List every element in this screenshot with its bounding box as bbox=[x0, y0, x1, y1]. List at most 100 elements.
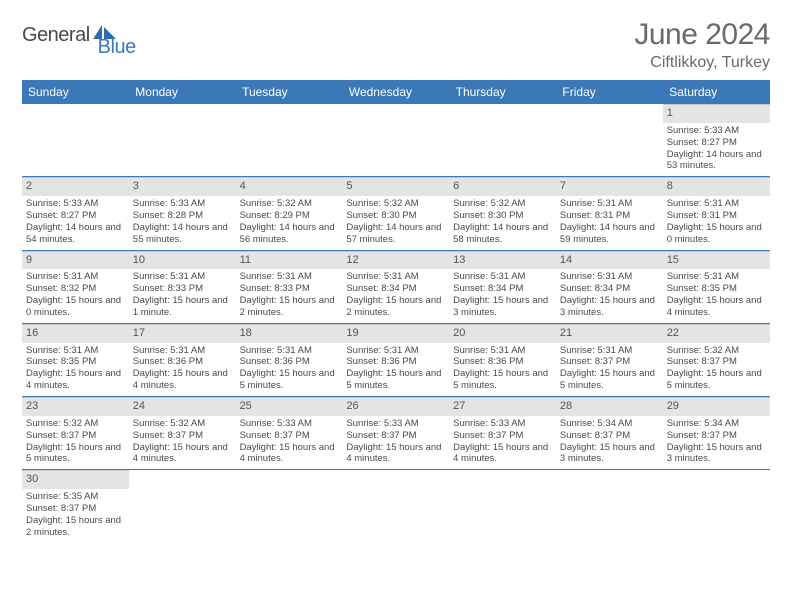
day-details: Sunrise: 5:32 AMSunset: 8:29 PMDaylight:… bbox=[240, 198, 339, 246]
day-cell: 6Sunrise: 5:32 AMSunset: 8:30 PMDaylight… bbox=[449, 177, 556, 250]
day-details: Sunrise: 5:32 AMSunset: 8:37 PMDaylight:… bbox=[133, 418, 232, 466]
day-cell: 9Sunrise: 5:31 AMSunset: 8:32 PMDaylight… bbox=[22, 250, 129, 323]
day-cell: 21 Sunrise: 5:31 AMSunset: 8:37 PMDayligh… bbox=[556, 323, 663, 396]
title-block: June 2024 Ciftlikkoy, Turkey bbox=[634, 18, 770, 72]
day-details: Sunrise: 5:33 AMSunset: 8:37 PMDaylight:… bbox=[240, 418, 339, 466]
day-header: Monday bbox=[129, 80, 236, 104]
day-details: Sunrise: 5:31 AMSunset: 8:33 PMDaylight:… bbox=[240, 271, 339, 319]
day-number: 3 bbox=[129, 177, 236, 196]
week-row: 30Sunrise: 5:35 AMSunset: 8:37 PMDayligh… bbox=[22, 470, 770, 543]
day-header: Sunday bbox=[22, 80, 129, 104]
day-cell: 29 Sunrise: 5:34 AMSunset: 8:37 PMDayligh… bbox=[663, 397, 770, 470]
day-number: 12 bbox=[342, 251, 449, 270]
day-number: 8 bbox=[663, 177, 770, 196]
day-cell: 17 Sunrise: 5:31 AMSunset: 8:36 PMDayligh… bbox=[129, 323, 236, 396]
day-number: 26 bbox=[342, 397, 449, 416]
week-row: 23Sunrise: 5:32 AMSunset: 8:37 PMDayligh… bbox=[22, 397, 770, 470]
day-cell: 13Sunrise: 5:31 AMSunset: 8:34 PMDayligh… bbox=[449, 250, 556, 323]
day-header: Friday bbox=[556, 80, 663, 104]
day-cell: 25 Sunrise: 5:33 AMSunset: 8:37 PMDayligh… bbox=[236, 397, 343, 470]
day-cell: 12Sunrise: 5:31 AMSunset: 8:34 PMDayligh… bbox=[342, 250, 449, 323]
day-details: Sunrise: 5:34 AMSunset: 8:37 PMDaylight:… bbox=[560, 418, 659, 466]
day-number: 10 bbox=[129, 251, 236, 270]
day-number: 11 bbox=[236, 251, 343, 270]
day-cell: 18 Sunrise: 5:31 AMSunset: 8:36 PMDayligh… bbox=[236, 323, 343, 396]
day-cell bbox=[129, 470, 236, 543]
day-details: Sunrise: 5:31 AMSunset: 8:31 PMDaylight:… bbox=[667, 198, 766, 246]
day-cell: 20Sunrise: 5:31 AMSunset: 8:36 PMDayligh… bbox=[449, 323, 556, 396]
day-number: 17 bbox=[129, 324, 236, 343]
day-cell bbox=[236, 470, 343, 543]
day-details: Sunrise: 5:33 AMSunset: 8:37 PMDaylight:… bbox=[346, 418, 445, 466]
day-details: Sunrise: 5:33 AMSunset: 8:27 PMDaylight:… bbox=[26, 198, 125, 246]
day-details: Sunrise: 5:31 AMSunset: 8:36 PMDaylight:… bbox=[453, 345, 552, 393]
calendar-body: 1 Sunrise: 5:33 AMSunset: 8:27 PMDaylight… bbox=[22, 104, 770, 543]
day-number: 1 bbox=[663, 104, 770, 123]
day-details: Sunrise: 5:31 AMSunset: 8:36 PMDaylight:… bbox=[240, 345, 339, 393]
day-cell: 16 Sunrise: 5:31 AMSunset: 8:35 PMDayligh… bbox=[22, 323, 129, 396]
day-number: 24 bbox=[129, 397, 236, 416]
day-header: Saturday bbox=[663, 80, 770, 104]
day-details: Sunrise: 5:31 AMSunset: 8:36 PMDaylight:… bbox=[133, 345, 232, 393]
day-cell: 5Sunrise: 5:32 AMSunset: 8:30 PMDaylight… bbox=[342, 177, 449, 250]
day-number: 14 bbox=[556, 251, 663, 270]
day-cell bbox=[236, 104, 343, 177]
day-cell bbox=[449, 104, 556, 177]
day-number: 16 bbox=[22, 324, 129, 343]
day-details: Sunrise: 5:33 AMSunset: 8:27 PMDaylight:… bbox=[667, 125, 766, 173]
day-number: 7 bbox=[556, 177, 663, 196]
day-number: 18 bbox=[236, 324, 343, 343]
day-details: Sunrise: 5:32 AMSunset: 8:30 PMDaylight:… bbox=[453, 198, 552, 246]
day-header-row: Sunday Monday Tuesday Wednesday Thursday… bbox=[22, 80, 770, 104]
day-details: Sunrise: 5:31 AMSunset: 8:31 PMDaylight:… bbox=[560, 198, 659, 246]
day-cell: 30Sunrise: 5:35 AMSunset: 8:37 PMDayligh… bbox=[22, 470, 129, 543]
week-row: 1 Sunrise: 5:33 AMSunset: 8:27 PMDaylight… bbox=[22, 104, 770, 177]
day-details: Sunrise: 5:31 AMSunset: 8:34 PMDaylight:… bbox=[453, 271, 552, 319]
day-cell bbox=[342, 104, 449, 177]
day-cell: 10Sunrise: 5:31 AMSunset: 8:33 PMDayligh… bbox=[129, 250, 236, 323]
day-number: 23 bbox=[22, 397, 129, 416]
day-number: 4 bbox=[236, 177, 343, 196]
day-cell: 27 Sunrise: 5:33 AMSunset: 8:37 PMDayligh… bbox=[449, 397, 556, 470]
day-number: 25 bbox=[236, 397, 343, 416]
day-number: 5 bbox=[342, 177, 449, 196]
day-cell bbox=[663, 470, 770, 543]
header-row: General Blue June 2024 Ciftlikkoy, Turke… bbox=[22, 18, 770, 72]
day-details: Sunrise: 5:32 AMSunset: 8:37 PMDaylight:… bbox=[667, 345, 766, 393]
day-cell: 22 Sunrise: 5:32 AMSunset: 8:37 PMDayligh… bbox=[663, 323, 770, 396]
day-number: 21 bbox=[556, 324, 663, 343]
day-details: Sunrise: 5:31 AMSunset: 8:35 PMDaylight:… bbox=[26, 345, 125, 393]
brand-logo: General Blue bbox=[22, 24, 136, 47]
day-details: Sunrise: 5:33 AMSunset: 8:28 PMDaylight:… bbox=[133, 198, 232, 246]
day-cell: 24 Sunrise: 5:32 AMSunset: 8:37 PMDayligh… bbox=[129, 397, 236, 470]
day-cell: 1 Sunrise: 5:33 AMSunset: 8:27 PMDaylight… bbox=[663, 104, 770, 177]
day-cell bbox=[556, 470, 663, 543]
day-cell: 19Sunrise: 5:31 AMSunset: 8:36 PMDayligh… bbox=[342, 323, 449, 396]
day-cell: 15Sunrise: 5:31 AMSunset: 8:35 PMDayligh… bbox=[663, 250, 770, 323]
day-number: 30 bbox=[22, 470, 129, 489]
day-cell bbox=[556, 104, 663, 177]
day-cell: 23 Sunrise: 5:32 AMSunset: 8:37 PMDayligh… bbox=[22, 397, 129, 470]
day-details: Sunrise: 5:31 AMSunset: 8:32 PMDaylight:… bbox=[26, 271, 125, 319]
day-number: 15 bbox=[663, 251, 770, 270]
month-title: June 2024 bbox=[634, 18, 770, 52]
day-number: 9 bbox=[22, 251, 129, 270]
day-details: Sunrise: 5:33 AMSunset: 8:37 PMDaylight:… bbox=[453, 418, 552, 466]
day-details: Sunrise: 5:34 AMSunset: 8:37 PMDaylight:… bbox=[667, 418, 766, 466]
day-details: Sunrise: 5:31 AMSunset: 8:37 PMDaylight:… bbox=[560, 345, 659, 393]
week-row: 9Sunrise: 5:31 AMSunset: 8:32 PMDaylight… bbox=[22, 250, 770, 323]
day-details: Sunrise: 5:31 AMSunset: 8:33 PMDaylight:… bbox=[133, 271, 232, 319]
day-number: 2 bbox=[22, 177, 129, 196]
day-header: Tuesday bbox=[236, 80, 343, 104]
day-number: 22 bbox=[663, 324, 770, 343]
day-cell: 14Sunrise: 5:31 AMSunset: 8:34 PMDayligh… bbox=[556, 250, 663, 323]
week-row: 2 Sunrise: 5:33 AMSunset: 8:27 PMDaylight… bbox=[22, 177, 770, 250]
day-number: 27 bbox=[449, 397, 556, 416]
brand-name-2: Blue bbox=[98, 36, 136, 59]
brand-name-1: General bbox=[22, 24, 90, 47]
day-details: Sunrise: 5:32 AMSunset: 8:37 PMDaylight:… bbox=[26, 418, 125, 466]
day-cell: 4 Sunrise: 5:32 AMSunset: 8:29 PMDaylight… bbox=[236, 177, 343, 250]
day-number: 29 bbox=[663, 397, 770, 416]
calendar-page: General Blue June 2024 Ciftlikkoy, Turke… bbox=[0, 0, 792, 553]
day-details: Sunrise: 5:31 AMSunset: 8:34 PMDaylight:… bbox=[346, 271, 445, 319]
